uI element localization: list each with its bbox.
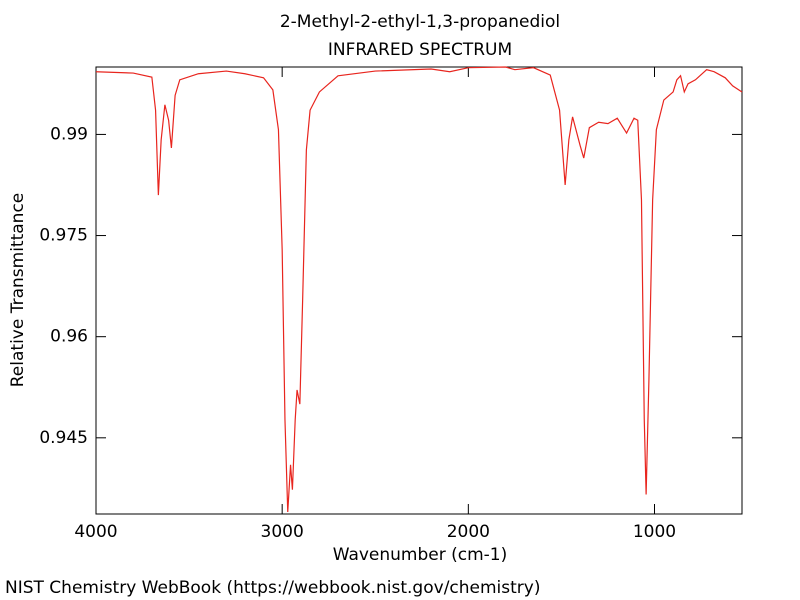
y-tick-label: 0.975 (39, 226, 88, 246)
plot-frame (95, 66, 743, 515)
chart-title: 2-Methyl-2-ethyl-1,3-propanediol (280, 12, 560, 32)
x-tick-label: 1000 (633, 522, 676, 542)
x-tick-label: 3000 (261, 522, 304, 542)
footer: NIST Chemistry WebBook (https://webbook.… (5, 578, 540, 598)
spectrum-line (95, 66, 743, 513)
chart-subtitle: INFRARED SPECTRUM (328, 40, 512, 60)
y-tick-label: 0.96 (50, 327, 88, 347)
x-axis-label: Wavenumber (cm-1) (333, 545, 508, 565)
y-tick-label: 0.99 (50, 124, 88, 144)
x-tick-label: 2000 (447, 522, 490, 542)
y-tick-label: 0.945 (39, 428, 88, 448)
y-axis-label: Relative Transmittance (8, 193, 28, 388)
x-tick-label: 4000 (74, 522, 117, 542)
